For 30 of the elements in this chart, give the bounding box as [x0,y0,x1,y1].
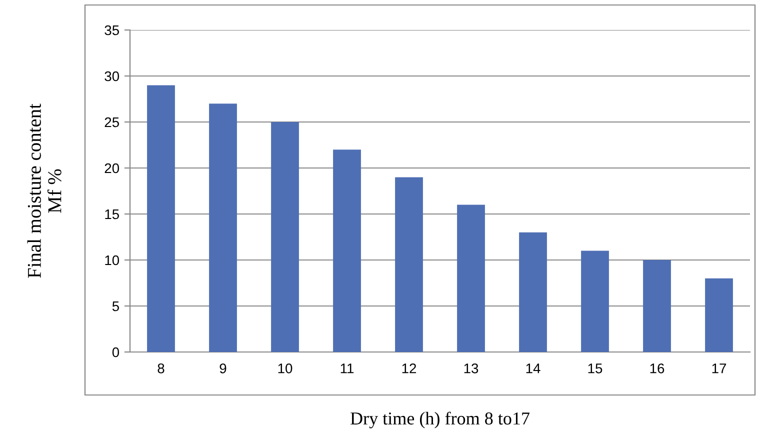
bar [705,278,733,352]
x-tick-label: 11 [340,364,354,374]
y-tick-label: 30 [104,71,120,82]
x-tick-label: 9 [220,363,226,374]
y-tick-label: 35 [104,25,120,36]
y-tick-label: 25 [104,117,120,128]
y-tick-label: 10 [105,255,120,266]
bar [333,150,361,352]
y-tick-label: 20 [104,163,120,174]
x-tick-label: 12 [402,363,416,374]
bar [519,232,547,352]
x-tick-label: 8 [158,363,164,374]
y-axis-title: Final moisture content Mf % [27,104,62,278]
bar [395,177,423,352]
x-tick-label: 14 [526,364,540,374]
x-tick-label: 17 [712,364,726,374]
x-tick-label: 10 [278,363,292,374]
bar [643,260,671,352]
y-tick-label: 5 [112,301,119,312]
x-tick-label: 15 [588,364,602,374]
x-tick-label: 16 [650,363,664,374]
bar [147,85,175,352]
bar [209,104,237,352]
y-tick-label: 0 [112,347,120,358]
y-tick-label: 15 [105,209,120,220]
bar [271,122,299,352]
bar [457,204,485,352]
x-axis-title: Dry time (h) from 8 to17 [350,412,530,428]
bar [581,250,609,352]
x-tick-label: 13 [464,363,478,374]
